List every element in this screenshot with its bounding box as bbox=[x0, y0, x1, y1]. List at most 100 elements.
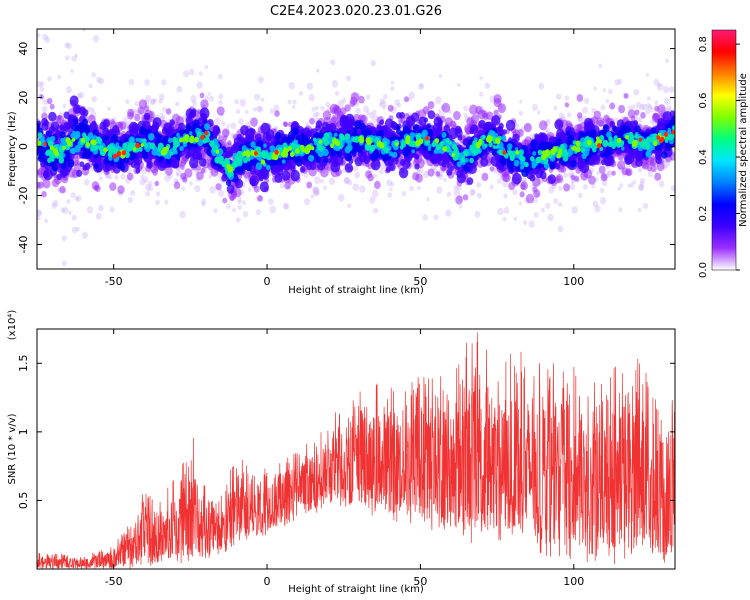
spectrogram-cell bbox=[158, 112, 165, 120]
spectrogram-cell bbox=[518, 110, 523, 116]
spectrogram-cell bbox=[577, 112, 583, 119]
spectrogram-cell bbox=[109, 206, 115, 213]
spectrogram-cell bbox=[51, 202, 57, 209]
spectrogram-cell bbox=[208, 174, 213, 179]
spectrogram-cell bbox=[41, 112, 48, 120]
spectrogram-cell bbox=[75, 196, 79, 201]
spectrogram-cell bbox=[98, 77, 105, 85]
spectrogram-cell bbox=[582, 184, 588, 190]
spectrogram-cell bbox=[358, 95, 365, 104]
spectrogram-cell bbox=[364, 128, 371, 136]
spectrogram-cell bbox=[614, 117, 619, 122]
spectrogram-cell bbox=[455, 195, 463, 205]
spectrogram-cell bbox=[518, 201, 523, 206]
spectrogram-cell bbox=[315, 105, 319, 111]
spectrogram-cell bbox=[169, 119, 175, 126]
spectrogram-cell bbox=[303, 127, 311, 136]
spectrogram-cell bbox=[476, 181, 482, 188]
spectrogram-cell bbox=[544, 129, 549, 134]
spectrogram-cell bbox=[469, 104, 478, 115]
spectrogram-cell bbox=[82, 118, 89, 126]
spectrogram-cell bbox=[563, 183, 571, 192]
spectrogram-cell bbox=[134, 101, 139, 107]
spectrogram-cell bbox=[600, 152, 605, 158]
spectrogram-cell bbox=[56, 173, 62, 181]
spectrogram-cell bbox=[144, 183, 151, 191]
spectrogram-cell bbox=[65, 55, 70, 61]
spectrogram-cell bbox=[150, 98, 156, 105]
spectrogram-cell bbox=[359, 185, 366, 193]
spectrogram-cell bbox=[469, 128, 475, 135]
spectrogram-cell bbox=[242, 210, 249, 218]
spectrogram-cell bbox=[479, 91, 484, 97]
spectrogram-cell bbox=[52, 199, 59, 207]
spectrogram-cell bbox=[216, 106, 225, 116]
spectrogram-cell bbox=[56, 276, 60, 280]
spectrogram-cell bbox=[602, 88, 607, 93]
spectrogram-cell bbox=[349, 100, 356, 108]
spectrogram-cell bbox=[127, 111, 134, 120]
spectrogram-cell bbox=[391, 121, 398, 130]
figure-title: C2E4.2023.020.23.01.G26 bbox=[270, 4, 442, 19]
spectrogram-cell bbox=[120, 165, 125, 171]
spectrogram-cell bbox=[337, 99, 344, 108]
spectrogram-cell bbox=[181, 186, 186, 192]
spectrogram-cell bbox=[585, 120, 592, 129]
spectrogram-cell bbox=[329, 149, 336, 157]
spectrogram-cell bbox=[81, 152, 88, 159]
spectrogram-cell bbox=[654, 105, 660, 112]
spectrogram-cell bbox=[331, 80, 339, 88]
spectrogram-cell bbox=[511, 172, 522, 185]
spectrogram-cell bbox=[78, 19, 83, 25]
spectrogram-cell bbox=[94, 163, 99, 170]
spectrogram-cell bbox=[83, 179, 90, 186]
spectrogram-cell bbox=[165, 108, 172, 115]
spectrogram-cell bbox=[390, 181, 395, 187]
spectrogram-cell bbox=[312, 186, 319, 194]
spectrogram-cell bbox=[190, 94, 197, 103]
spectrogram-cell bbox=[546, 118, 550, 123]
spectrogram-cell bbox=[635, 158, 643, 167]
spectrogram-cell bbox=[198, 157, 207, 167]
spectrogram-cell bbox=[398, 118, 404, 124]
spectrogram-cell bbox=[625, 169, 632, 176]
spectrogram-cell bbox=[308, 93, 315, 102]
spectrogram-cell bbox=[600, 173, 608, 182]
spectrogram-cell bbox=[75, 226, 80, 232]
spectrogram-cell bbox=[82, 164, 88, 171]
spectrogram-cell bbox=[345, 113, 355, 125]
spectrogram-cell bbox=[126, 172, 134, 181]
spectrogram-cell bbox=[671, 115, 675, 125]
spectrogram-cell bbox=[86, 206, 94, 214]
spectrogram-cell bbox=[41, 191, 47, 198]
spectrogram-cell bbox=[207, 92, 211, 96]
spectrogram-cell bbox=[74, 53, 79, 58]
spectrogram-cell bbox=[315, 124, 321, 131]
spectrogram-cell bbox=[605, 98, 610, 104]
spectrogram-cell bbox=[239, 98, 247, 107]
spectrogram-cell bbox=[480, 157, 489, 167]
spectrogram-cell bbox=[212, 126, 221, 135]
spectrogram-cell bbox=[63, 111, 70, 119]
spectrogram-cell bbox=[549, 163, 556, 170]
spectrogram-cell bbox=[310, 194, 315, 199]
spectrogram-cell bbox=[306, 82, 313, 91]
spectrogram-cell bbox=[509, 166, 514, 173]
spectrogram-cell bbox=[161, 79, 167, 86]
spectrogram-cell bbox=[50, 121, 60, 132]
spectrogram-cell bbox=[545, 127, 550, 133]
spectrogram-cell bbox=[295, 135, 301, 141]
spectrogram-cell bbox=[235, 217, 241, 223]
spectrogram-cell bbox=[246, 135, 254, 144]
spectrogram-cell bbox=[200, 99, 209, 109]
spectrogram-cell bbox=[662, 111, 672, 123]
spectrogram-cell bbox=[218, 93, 224, 100]
spectrogram-cell bbox=[272, 128, 278, 134]
spectrogram-cell bbox=[346, 75, 352, 82]
spectrogram-cell bbox=[567, 112, 572, 118]
spectrogram-cell bbox=[558, 185, 563, 191]
spectrogram-cell bbox=[274, 173, 283, 183]
spectrogram-cell bbox=[570, 174, 576, 181]
spectrogram-cell bbox=[73, 104, 81, 114]
spectrogram-cell bbox=[187, 151, 192, 157]
